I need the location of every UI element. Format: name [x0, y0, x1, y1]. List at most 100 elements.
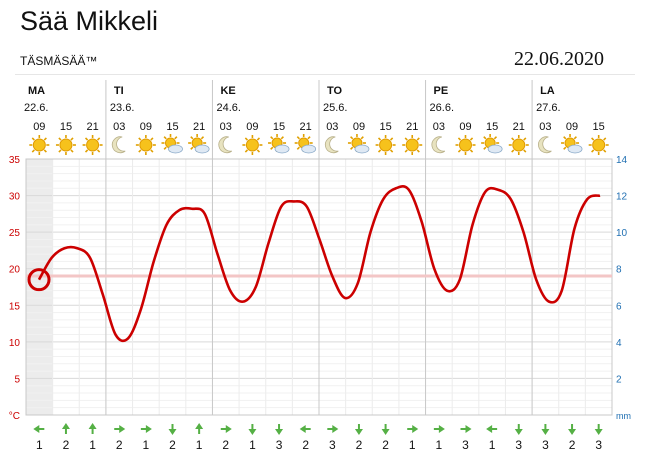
partly-cloudy-icon — [268, 134, 290, 154]
sun-icon — [455, 135, 476, 155]
hour-label: 15 — [273, 121, 285, 133]
hour-label: 03 — [326, 121, 338, 133]
hour-label: 09 — [33, 121, 45, 133]
temperature-line — [37, 185, 601, 343]
hour-label: 09 — [140, 121, 152, 133]
moon-icon — [431, 136, 446, 154]
wind-arrow-icon — [140, 425, 152, 433]
wind-arrow-icon — [88, 423, 97, 434]
hour-label: 09 — [459, 121, 471, 133]
right-tick-label: 8 — [616, 265, 622, 276]
wind-speed: 2 — [222, 438, 229, 452]
left-tick-label: 35 — [9, 155, 21, 166]
wind-arrow-icon — [541, 424, 550, 435]
wind-arrow-icon — [195, 423, 204, 434]
left-tick-label: 20 — [9, 265, 21, 276]
left-tick-label: 30 — [9, 192, 21, 203]
wind-speed: 3 — [462, 438, 469, 452]
wind-arrow-icon — [568, 424, 577, 435]
hour-label: 21 — [86, 121, 98, 133]
sun-icon — [135, 135, 156, 155]
sun-icon — [375, 135, 396, 155]
sun-icon — [55, 135, 76, 155]
right-tick-label: 14 — [616, 155, 628, 166]
hour-label: 15 — [379, 121, 391, 133]
wind-arrow-icon — [460, 425, 472, 433]
wind-speed: 3 — [595, 438, 602, 452]
moon-icon — [111, 136, 126, 154]
day-name: KE — [220, 85, 235, 97]
brand-label: TÄSMÄSÄÄ™ — [20, 54, 98, 68]
wind-arrow-icon — [114, 425, 126, 433]
hour-label: 21 — [513, 121, 525, 133]
wind-speed: 3 — [276, 438, 283, 452]
hour-label: 15 — [593, 121, 605, 133]
moon-icon — [324, 136, 339, 154]
forecast-date: 22.06.2020 — [514, 48, 604, 70]
right-axis-unit: mm — [616, 411, 631, 421]
day-name: MA — [28, 85, 45, 97]
wind-speed: 2 — [302, 438, 309, 452]
wind-speed: 2 — [356, 438, 363, 452]
left-tick-label: 5 — [14, 374, 20, 385]
wind-speed: 1 — [249, 438, 256, 452]
wind-speed: 3 — [329, 438, 336, 452]
wind-speed: 1 — [409, 438, 416, 452]
partly-cloudy-icon — [347, 134, 370, 154]
wind-arrow-icon — [381, 424, 390, 435]
day-name: PE — [434, 85, 449, 97]
day-date: 26.6. — [430, 102, 454, 114]
wind-speed: 2 — [63, 438, 70, 452]
hour-label: 21 — [300, 121, 312, 133]
day-date: 25.6. — [323, 102, 347, 114]
wind-speed: 2 — [382, 438, 389, 452]
day-date: 24.6. — [216, 102, 240, 114]
wind-speed: 1 — [489, 438, 496, 452]
day-date: 27.6. — [536, 102, 560, 114]
left-tick-label: 15 — [9, 301, 21, 312]
wind-speed: 2 — [169, 438, 176, 452]
hour-label: 03 — [433, 121, 445, 133]
wind-arrow-icon — [220, 425, 232, 433]
left-tick-label: 10 — [9, 338, 21, 349]
sun-icon — [82, 135, 103, 155]
hour-label: 09 — [246, 121, 258, 133]
wind-arrow-icon — [354, 424, 363, 435]
hour-label: 21 — [406, 121, 418, 133]
hour-label: 03 — [539, 121, 551, 133]
wind-speed: 3 — [515, 438, 522, 452]
wind-arrow-icon — [248, 424, 257, 435]
past-period-shade — [26, 159, 53, 415]
right-tick-label: 10 — [616, 228, 628, 239]
wind-arrow-icon — [407, 425, 419, 433]
wind-speed: 3 — [542, 438, 549, 452]
partly-cloudy-icon — [481, 134, 503, 154]
moon-icon — [538, 136, 552, 154]
plot-border — [25, 158, 613, 416]
wind-arrow-icon — [168, 424, 177, 435]
wind-arrow-icon — [594, 424, 603, 435]
partly-cloudy-icon — [561, 134, 583, 154]
sun-icon — [242, 135, 263, 155]
hour-label: 09 — [353, 121, 365, 133]
current-time-marker — [27, 268, 51, 292]
hour-label: 03 — [220, 121, 232, 133]
partly-cloudy-icon — [161, 134, 183, 154]
wind-speed: 1 — [143, 438, 150, 452]
wind-speed: 1 — [36, 438, 43, 452]
hour-label: 15 — [166, 121, 178, 133]
wind-arrow-icon — [299, 425, 311, 433]
wind-arrow-icon — [33, 425, 45, 433]
wind-arrow-icon — [433, 425, 445, 433]
day-name: TO — [327, 85, 343, 97]
wind-speed: 1 — [436, 438, 443, 452]
sun-icon — [402, 135, 423, 155]
hour-label: 21 — [193, 121, 205, 133]
day-date: 23.6. — [110, 102, 134, 114]
wind-speed: 1 — [89, 438, 96, 452]
right-tick-label: 12 — [616, 192, 628, 203]
wind-arrow-icon — [514, 424, 523, 435]
right-tick-label: 4 — [616, 338, 622, 349]
wind-arrow-icon — [486, 425, 498, 433]
